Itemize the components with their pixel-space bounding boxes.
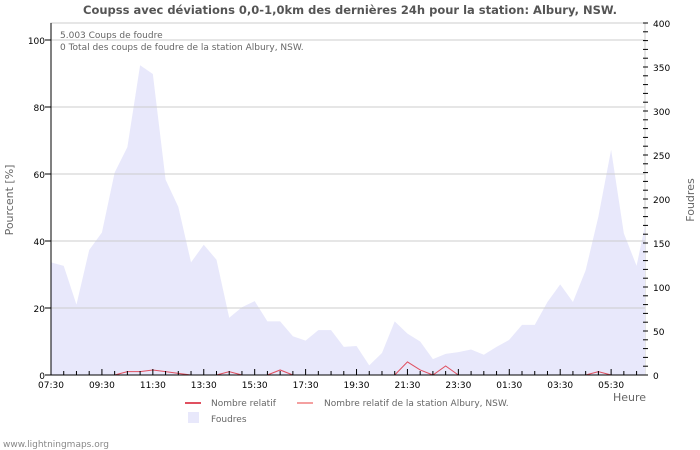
y-tick-label: 40	[34, 238, 46, 248]
x-tick-label: 01:30	[496, 381, 522, 391]
x-tick-label: 17:30	[293, 381, 319, 391]
y-tick-label: 80	[34, 104, 46, 114]
y-tick-label: 0	[39, 372, 45, 382]
x-axis-label: Heure	[613, 391, 646, 404]
y-tick-label: 100	[28, 37, 45, 47]
y2-tick-label: 100	[653, 284, 670, 294]
x-tick-label: 23:30	[445, 381, 471, 391]
y2-axis-label: Foudres	[684, 178, 697, 222]
annotation-station-total: 0 Total des coups de foudre de la statio…	[60, 43, 304, 53]
relative-line-segment	[267, 369, 294, 376]
y2-tick-label: 0	[653, 372, 659, 382]
y2-tick-label: 250	[653, 152, 670, 162]
y2-tick-label: 400	[653, 20, 670, 30]
legend-station-relative: Nombre relatif de la station Albury, NSW…	[324, 399, 509, 409]
legend-relative: Nombre relatif	[211, 399, 277, 409]
legend-strikes: Foudres	[211, 415, 247, 425]
x-tick-label: 21:30	[394, 381, 420, 391]
y2-tick-label: 200	[653, 196, 670, 206]
x-tick-label: 11:30	[140, 381, 166, 391]
y-tick-label: 20	[34, 305, 46, 315]
y2-tick-label: 50	[653, 328, 665, 338]
chart-title: Coupss avec déviations 0,0-1,0km des der…	[83, 3, 617, 17]
x-tick-label: 07:30	[38, 381, 64, 391]
y2-tick-label: 300	[653, 108, 670, 118]
x-tick-label: 09:30	[89, 381, 115, 391]
annotation-strikes: 5.003 Coups de foudre	[60, 31, 163, 41]
strikes-area	[51, 65, 645, 376]
relative-line-segment	[394, 361, 459, 376]
y2-tick-label: 350	[653, 64, 670, 74]
x-tick-label: 03:30	[547, 381, 573, 391]
y2-tick-label: 150	[653, 240, 670, 250]
y-tick-label: 60	[34, 171, 46, 181]
x-tick-label: 19:30	[344, 381, 370, 391]
legend-swatch-strikes	[188, 412, 199, 423]
x-tick-label: 15:30	[242, 381, 268, 391]
x-tick-label: 05:30	[598, 381, 624, 391]
footer-credit: www.lightningmaps.org	[3, 440, 109, 450]
y-axis-label: Pourcent [%]	[3, 165, 16, 236]
x-tick-label: 13:30	[191, 381, 217, 391]
